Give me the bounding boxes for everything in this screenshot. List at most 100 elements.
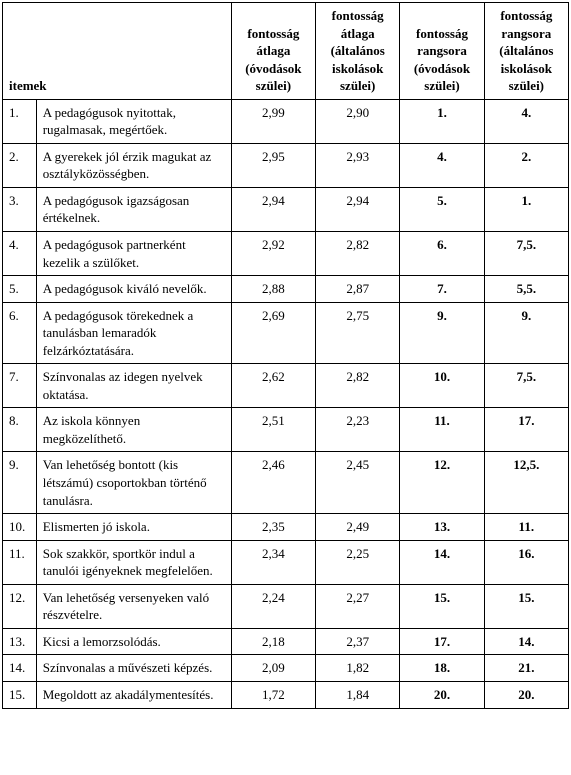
row-item-text: Kicsi a lemorzsolódás. (36, 628, 231, 655)
rank-altalanos: 9. (484, 302, 568, 364)
table-row: 2.A gyerekek jól érzik magukat az osztál… (3, 143, 569, 187)
rank-ovoda: 9. (400, 302, 484, 364)
avg-altalanos: 2,75 (316, 302, 400, 364)
row-item-text: A pedagógusok igazságo­san értékelnek. (36, 187, 231, 231)
avg-altalanos: 2,49 (316, 514, 400, 541)
table-row: 10.Elismerten jó iskola.2,352,4913.11. (3, 514, 569, 541)
row-number: 8. (3, 408, 37, 452)
avg-altalanos: 2,94 (316, 187, 400, 231)
col-header-rank-ovoda: fontosság rangsora (óvodások szülei) (400, 3, 484, 100)
avg-altalanos: 2,37 (316, 628, 400, 655)
avg-altalanos: 2,82 (316, 232, 400, 276)
table-row: 3.A pedagógusok igazságo­san értékelnek.… (3, 187, 569, 231)
avg-ovoda: 2,92 (231, 232, 315, 276)
rank-ovoda: 4. (400, 143, 484, 187)
row-number: 7. (3, 364, 37, 408)
col-header-avg-ovoda: fontosság átlaga (óvodások szülei) (231, 3, 315, 100)
rank-ovoda: 17. (400, 628, 484, 655)
row-number: 10. (3, 514, 37, 541)
avg-ovoda: 2,34 (231, 540, 315, 584)
row-item-text: Sok szakkör, sportkör indul a tanulói ig… (36, 540, 231, 584)
rank-altalanos: 1. (484, 187, 568, 231)
avg-ovoda: 2,24 (231, 584, 315, 628)
table-row: 15.Megoldott az akadálymentesítés.1,721,… (3, 681, 569, 708)
rank-ovoda: 1. (400, 99, 484, 143)
avg-ovoda: 2,94 (231, 187, 315, 231)
row-number: 5. (3, 276, 37, 303)
avg-altalanos: 2,82 (316, 364, 400, 408)
rank-altalanos: 17. (484, 408, 568, 452)
row-number: 11. (3, 540, 37, 584)
rank-altalanos: 16. (484, 540, 568, 584)
col-header-itemek: itemek (3, 3, 232, 100)
avg-ovoda: 2,99 (231, 99, 315, 143)
rank-ovoda: 12. (400, 452, 484, 514)
avg-altalanos: 1,84 (316, 681, 400, 708)
rank-altalanos: 4. (484, 99, 568, 143)
avg-altalanos: 2,90 (316, 99, 400, 143)
avg-altalanos: 2,27 (316, 584, 400, 628)
row-item-text: Van lehetőség bontott (kis létszámú) cso… (36, 452, 231, 514)
rank-altalanos: 15. (484, 584, 568, 628)
row-number: 14. (3, 655, 37, 682)
avg-ovoda: 2,18 (231, 628, 315, 655)
col-header-avg-altalanos: fontosság átlaga (általános iskolások sz… (316, 3, 400, 100)
row-item-text: Van lehetőség versenyeken való részvétel… (36, 584, 231, 628)
row-item-text: A pedagógusok partner­ként kezelik a szü… (36, 232, 231, 276)
rank-ovoda: 20. (400, 681, 484, 708)
row-item-text: Színvonalas az idegen nyelvek oktatása. (36, 364, 231, 408)
data-table: itemek fontosság átlaga (óvodások szülei… (2, 2, 569, 709)
row-number: 13. (3, 628, 37, 655)
row-item-text: A gyerekek jól érzik magukat az osztályk… (36, 143, 231, 187)
rank-altalanos: 7,5. (484, 364, 568, 408)
table-row: 6.A pedagógusok töreked­nek a tanulásban… (3, 302, 569, 364)
rank-ovoda: 14. (400, 540, 484, 584)
rank-ovoda: 5. (400, 187, 484, 231)
avg-ovoda: 2,09 (231, 655, 315, 682)
rank-altalanos: 11. (484, 514, 568, 541)
rank-ovoda: 6. (400, 232, 484, 276)
avg-altalanos: 1,82 (316, 655, 400, 682)
row-number: 9. (3, 452, 37, 514)
table-row: 1. A pedagógusok nyitottak, rugalmasak, m… (3, 99, 569, 143)
rank-ovoda: 7. (400, 276, 484, 303)
table-row: 12.Van lehetőség versenyeken való részvé… (3, 584, 569, 628)
avg-ovoda: 2,88 (231, 276, 315, 303)
row-item-text: A pedagógusok nyitottak, rugalmasak, meg… (36, 99, 231, 143)
avg-ovoda: 2,62 (231, 364, 315, 408)
avg-ovoda: 2,51 (231, 408, 315, 452)
row-item-text: A pedagógusok kiváló nevelők. (36, 276, 231, 303)
row-item-text: Elismerten jó iskola. (36, 514, 231, 541)
table-row: 13.Kicsi a lemorzsolódás.2,182,3717.14. (3, 628, 569, 655)
table-row: 8.Az iskola könnyen megközelíthető.2,512… (3, 408, 569, 452)
avg-ovoda: 1,72 (231, 681, 315, 708)
row-item-text: A pedagógusok töreked­nek a tanulásban l… (36, 302, 231, 364)
table-body: 1. A pedagógusok nyitottak, rugalmasak, m… (3, 99, 569, 708)
row-item-text: Megoldott az akadálymentesítés. (36, 681, 231, 708)
avg-ovoda: 2,35 (231, 514, 315, 541)
table-row: 11.Sok szakkör, sportkör indul a tanulói… (3, 540, 569, 584)
row-number: 15. (3, 681, 37, 708)
avg-altalanos: 2,45 (316, 452, 400, 514)
rank-altalanos: 12,5. (484, 452, 568, 514)
table-header-row: itemek fontosság átlaga (óvodások szülei… (3, 3, 569, 100)
table-row: 4.A pedagógusok partner­ként kezelik a s… (3, 232, 569, 276)
rank-ovoda: 10. (400, 364, 484, 408)
table-row: 9.Van lehetőség bontott (kis létszámú) c… (3, 452, 569, 514)
rank-ovoda: 18. (400, 655, 484, 682)
row-number: 3. (3, 187, 37, 231)
rank-altalanos: 14. (484, 628, 568, 655)
col-header-rank-altalanos: fontosság rangsora (általános iskolások … (484, 3, 568, 100)
row-item-text: Az iskola könnyen megközelíthető. (36, 408, 231, 452)
row-number: 6. (3, 302, 37, 364)
row-number: 4. (3, 232, 37, 276)
avg-altalanos: 2,23 (316, 408, 400, 452)
row-number: 12. (3, 584, 37, 628)
rank-altalanos: 20. (484, 681, 568, 708)
rank-altalanos: 5,5. (484, 276, 568, 303)
rank-ovoda: 15. (400, 584, 484, 628)
table-row: 7.Színvonalas az idegen nyelvek oktatása… (3, 364, 569, 408)
row-number: 2. (3, 143, 37, 187)
table-row: 5.A pedagógusok kiváló nevelők.2,882,877… (3, 276, 569, 303)
avg-altalanos: 2,87 (316, 276, 400, 303)
